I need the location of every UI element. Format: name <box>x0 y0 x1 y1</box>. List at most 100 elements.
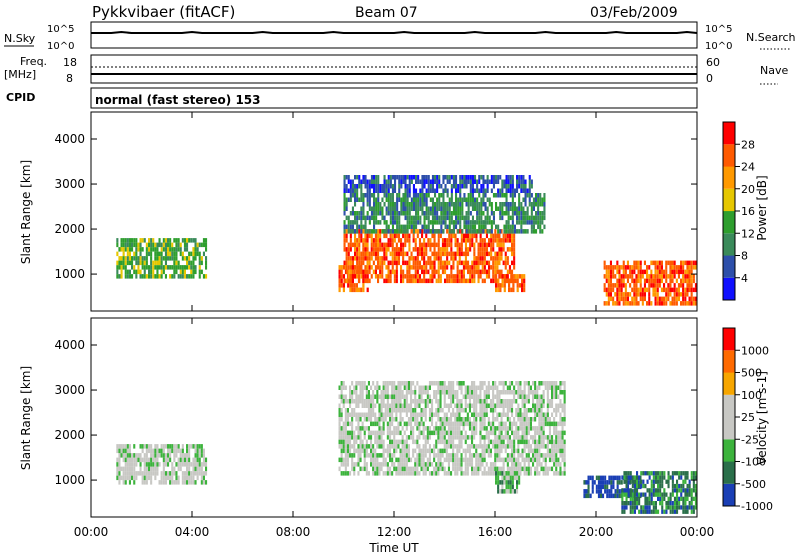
range-time-cell <box>135 251 138 257</box>
range-time-cell <box>439 426 442 431</box>
range-time-cell <box>468 403 471 408</box>
range-time-cell <box>370 462 373 467</box>
range-time-cell <box>360 215 363 221</box>
range-time-cell <box>452 466 455 472</box>
range-time-cell <box>684 301 687 306</box>
range-time-cell <box>389 211 392 216</box>
range-time-cell <box>489 462 492 467</box>
range-time-cell <box>205 274 208 279</box>
range-time-cell <box>646 269 649 275</box>
range-time-cell <box>661 509 664 514</box>
range-time-cell <box>513 390 516 395</box>
range-time-cell <box>410 202 413 207</box>
range-time-cell <box>503 274 506 279</box>
range-time-cell <box>370 175 373 180</box>
range-time-cell <box>523 274 526 279</box>
x-tick-label: 12:00 <box>377 525 412 539</box>
range-time-cell <box>406 206 409 211</box>
range-time-cell <box>605 278 608 284</box>
range-time-cell <box>431 265 434 270</box>
range-time-cell <box>481 457 484 463</box>
range-time-cell <box>122 238 125 243</box>
range-time-cell <box>412 408 415 413</box>
range-time-cell <box>342 385 345 390</box>
range-time-cell <box>502 462 505 467</box>
range-time-cell <box>435 408 438 413</box>
range-time-cell <box>646 471 649 476</box>
range-time-cell <box>680 505 683 510</box>
range-time-cell <box>344 466 347 472</box>
range-time-cell <box>496 444 499 449</box>
range-time-cell <box>417 175 420 180</box>
range-time-cell <box>631 483 634 489</box>
range-time-cell <box>629 505 632 510</box>
range-time-cell <box>374 242 377 248</box>
range-time-cell <box>652 471 655 476</box>
range-time-cell <box>183 247 186 252</box>
range-time-cell <box>638 492 641 497</box>
range-time-cell <box>428 408 431 413</box>
range-time-cell <box>688 265 691 270</box>
range-time-cell <box>349 444 352 449</box>
range-time-cell <box>373 193 376 198</box>
range-time-cell <box>505 197 508 202</box>
range-time-cell <box>444 247 447 252</box>
range-time-cell <box>477 412 480 417</box>
range-time-cell <box>400 269 403 275</box>
range-time-cell <box>167 444 170 449</box>
range-time-cell <box>477 260 480 266</box>
range-time-cell <box>499 283 502 288</box>
range-time-cell <box>183 256 186 261</box>
range-time-cell <box>624 265 627 270</box>
range-time-cell <box>600 475 603 481</box>
range-time-cell <box>538 457 541 463</box>
range-time-cell <box>128 475 131 481</box>
range-time-cell <box>448 224 451 230</box>
range-time-cell <box>386 408 389 413</box>
range-time-cell <box>431 175 434 180</box>
range-time-cell <box>416 439 419 445</box>
range-time-cell <box>605 301 608 306</box>
range-time-cell <box>382 403 385 408</box>
range-time-cell <box>428 444 431 449</box>
range-time-cell <box>397 390 400 395</box>
range-time-cell <box>498 247 501 252</box>
range-time-cell <box>374 471 377 476</box>
range-time-cell <box>436 184 439 189</box>
range-time-cell <box>367 408 370 413</box>
range-time-cell <box>351 260 354 266</box>
range-time-cell <box>169 238 172 243</box>
range-time-cell <box>648 475 651 480</box>
range-time-cell <box>118 466 121 472</box>
range-time-cell <box>555 421 558 427</box>
range-time-cell <box>482 188 485 193</box>
range-time-cell <box>437 453 440 458</box>
range-time-cell <box>473 233 476 239</box>
range-time-cell <box>471 274 474 279</box>
range-time-cell <box>625 475 628 480</box>
range-time-cell <box>484 215 487 221</box>
range-time-cell <box>438 197 441 202</box>
range-time-cell <box>637 301 640 306</box>
range-time-cell <box>120 444 123 449</box>
range-time-cell <box>483 421 486 427</box>
range-time-cell <box>437 471 440 476</box>
range-time-cell <box>429 197 432 202</box>
range-time-cell <box>365 444 368 449</box>
range-time-cell <box>407 448 410 454</box>
range-time-cell <box>631 475 634 480</box>
range-time-cell <box>122 466 125 472</box>
range-time-cell <box>375 179 378 184</box>
range-time-cell <box>639 475 642 481</box>
range-time-cell <box>415 175 418 180</box>
range-time-cell <box>391 417 394 422</box>
range-time-cell <box>188 475 191 481</box>
range-time-cell <box>425 242 428 248</box>
range-time-cell <box>464 457 467 463</box>
range-time-cell <box>553 394 556 399</box>
range-time-cell <box>658 269 661 275</box>
range-time-cell <box>389 251 392 257</box>
range-time-cell <box>469 269 472 275</box>
range-time-cell <box>354 233 357 239</box>
range-time-cell <box>519 385 522 390</box>
